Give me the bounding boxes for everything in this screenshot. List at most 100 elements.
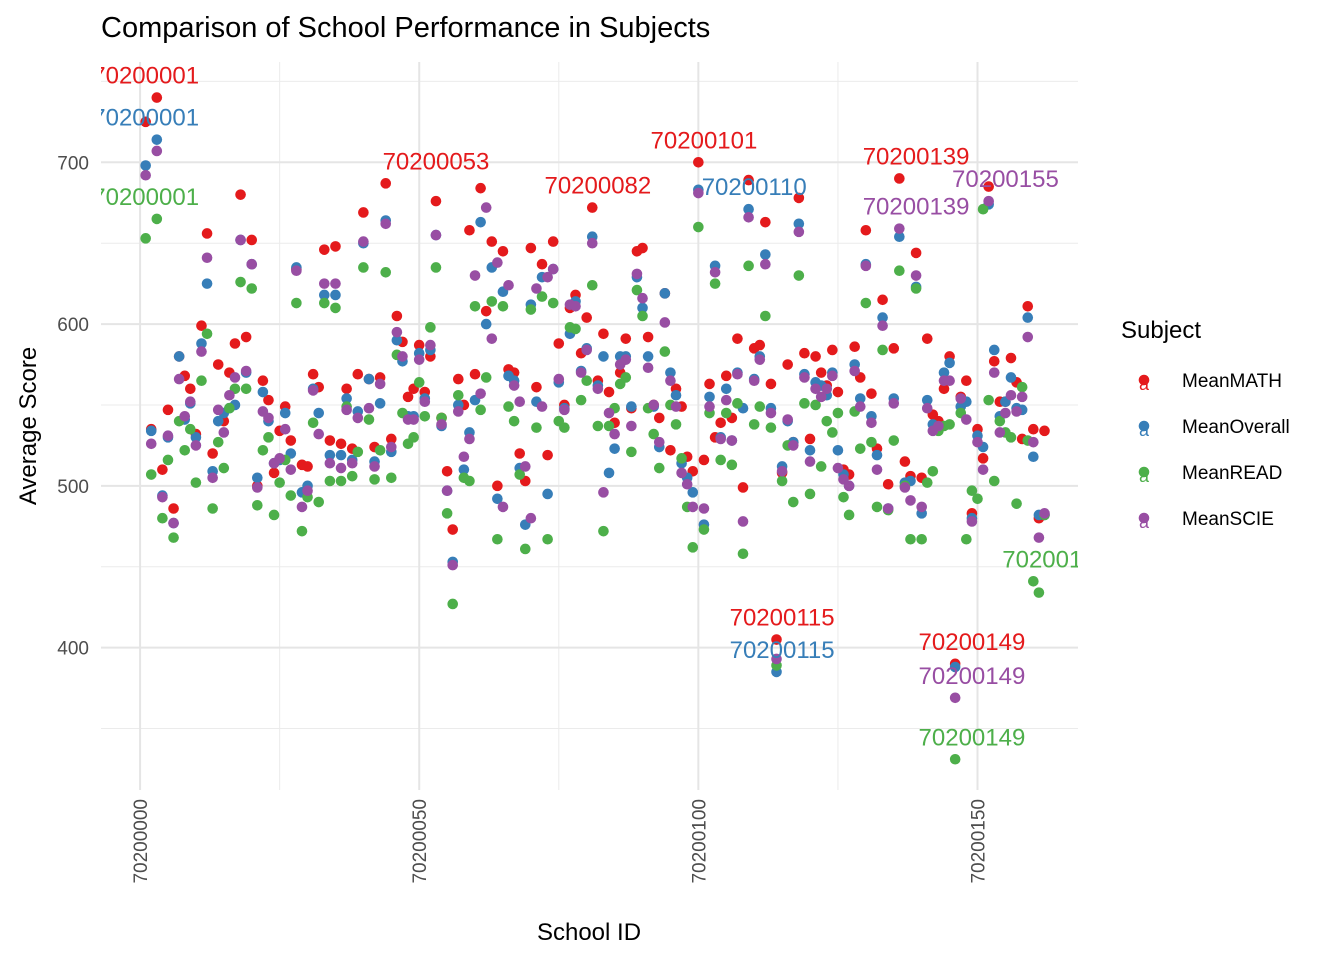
data-point: [810, 383, 821, 395]
data-point: [592, 383, 604, 395]
data-point: [207, 472, 218, 484]
data-point: [257, 444, 269, 456]
data-point: [715, 433, 726, 445]
data-point: [218, 462, 230, 474]
data-point: [207, 448, 218, 459]
data-point: [441, 465, 453, 477]
data-point: [508, 380, 520, 391]
data-point: [681, 478, 693, 490]
data-point: [598, 487, 609, 498]
data-point: [559, 404, 570, 416]
data-point: [687, 501, 699, 513]
data-point: [715, 454, 726, 466]
data-point: [391, 310, 403, 322]
data-point: [363, 402, 375, 414]
data-point: [698, 454, 710, 466]
data-point: [760, 249, 771, 260]
data-point: [447, 598, 459, 610]
data-point: [330, 278, 341, 289]
data-point: [296, 501, 308, 513]
legend-label: MeanOverall: [1182, 417, 1290, 438]
data-point: [335, 475, 347, 487]
point-label: 70200115: [730, 605, 835, 632]
point-label: 70200101: [651, 127, 758, 154]
data-point: [503, 279, 514, 291]
data-point: [849, 365, 860, 377]
data-point: [553, 338, 565, 349]
data-point: [196, 346, 207, 357]
data-point: [726, 435, 738, 446]
data-point: [536, 291, 548, 302]
data-point: [709, 278, 721, 289]
data-point: [469, 270, 481, 281]
data-point: [648, 428, 660, 440]
point-label: 70200139: [863, 194, 970, 221]
data-point: [531, 283, 542, 294]
data-point: [603, 467, 615, 479]
data-point: [402, 391, 414, 403]
data-point: [626, 401, 637, 412]
data-point: [882, 478, 894, 490]
data-point: [480, 372, 492, 383]
data-point: [653, 436, 665, 448]
data-point: [921, 333, 933, 344]
data-point: [659, 317, 671, 328]
legend-item: a MeanSCIE: [1138, 509, 1274, 532]
y-tick-label: 400: [57, 639, 89, 660]
data-point: [413, 339, 425, 351]
data-point: [486, 333, 498, 344]
data-point: [419, 396, 431, 408]
data-point: [168, 532, 179, 543]
data-point: [1033, 587, 1045, 598]
data-point: [609, 443, 620, 454]
data-point: [799, 398, 810, 409]
data-point: [145, 469, 157, 480]
data-point: [977, 453, 989, 464]
data-point: [575, 394, 587, 406]
data-point: [352, 412, 364, 424]
legend-label: MeanMATH: [1182, 371, 1282, 392]
data-point: [760, 258, 771, 270]
data-point: [782, 359, 793, 370]
data-point: [542, 533, 553, 545]
data-point: [201, 252, 213, 264]
data-point: [531, 422, 542, 433]
data-point: [581, 344, 593, 356]
data-point: [246, 283, 258, 294]
data-point: [804, 444, 816, 456]
data-points: [140, 92, 1050, 765]
data-point: [586, 237, 598, 249]
data-point: [480, 318, 492, 330]
data-point: [330, 289, 341, 301]
data-point: [302, 485, 313, 497]
data-point: [637, 302, 648, 314]
data-point: [212, 436, 224, 448]
x-axis-ticks: 70200000 70200050 70200100 70200150: [131, 799, 989, 884]
data-point: [642, 351, 654, 362]
point-label: 70200110: [702, 174, 807, 201]
data-point: [988, 344, 1000, 356]
data-point: [815, 391, 827, 403]
data-point: [508, 415, 520, 427]
data-point: [827, 427, 838, 438]
data-point: [626, 446, 637, 458]
data-point: [782, 414, 793, 425]
data-point: [179, 444, 191, 456]
data-point: [866, 436, 877, 448]
data-point: [519, 461, 531, 472]
data-point: [413, 377, 425, 388]
data-point: [525, 304, 537, 315]
data-point: [542, 488, 553, 500]
data-point: [944, 419, 955, 430]
data-point: [838, 491, 849, 503]
data-point: [586, 279, 598, 291]
data-point: [441, 485, 453, 497]
data-point: [497, 300, 509, 312]
data-point: [201, 328, 213, 340]
data-point: [765, 378, 777, 390]
data-point: [536, 258, 548, 270]
legend-key-point: [1138, 512, 1150, 524]
data-point: [720, 383, 732, 395]
data-point: [949, 661, 961, 673]
